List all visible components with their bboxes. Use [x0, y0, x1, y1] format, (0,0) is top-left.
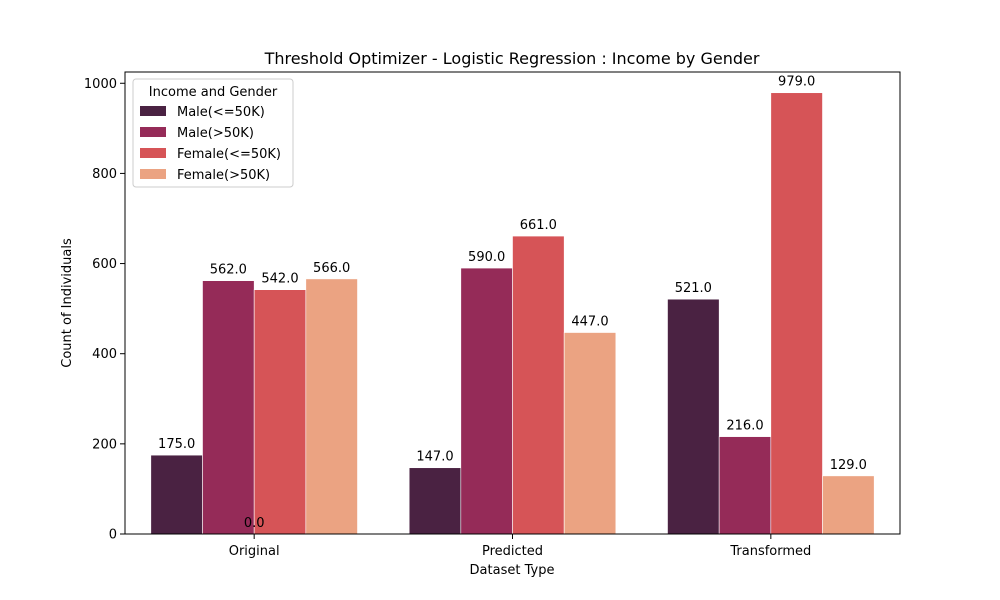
data-label: 661.0 — [520, 218, 557, 233]
data-labels-group: 175.0 562.0 542.0 566.0 147.0 590.0 661.0 447.0… — [158, 75, 867, 531]
legend-swatch — [140, 169, 166, 179]
bar — [460, 267, 513, 535]
y-tick-label: 800 — [92, 167, 117, 182]
y-tick-label: 1000 — [84, 77, 117, 92]
y-tick-label: 600 — [92, 257, 117, 272]
data-label: 521.0 — [675, 281, 712, 296]
x-axis-label: Dataset Type — [470, 563, 555, 578]
data-label: 566.0 — [313, 261, 350, 276]
legend-items: Male(<=50K) Male(>50K) Female(<=50K) Female… — [140, 105, 281, 183]
bars-group — [150, 92, 875, 535]
y-tick-label: 400 — [92, 347, 117, 362]
x-axis: Original Predicted Transformed — [229, 534, 811, 559]
x-tick-label: Transformed — [729, 544, 811, 559]
bar — [667, 298, 720, 535]
data-label: 129.0 — [830, 458, 867, 473]
annotation-label: 0.0 — [244, 516, 265, 531]
legend-entry: Male(>50K) — [177, 126, 254, 141]
legend-box — [132, 78, 294, 188]
bar — [563, 332, 617, 535]
data-label: 542.0 — [261, 272, 298, 287]
data-label: 590.0 — [468, 250, 505, 265]
bar — [822, 475, 875, 535]
legend-entry: Female(<=50K) — [177, 147, 281, 162]
data-label: 979.0 — [778, 75, 815, 90]
x-tick-label: Original — [229, 544, 280, 559]
data-label: 216.0 — [726, 419, 763, 434]
data-label: 447.0 — [571, 315, 608, 330]
data-label: 562.0 — [210, 263, 247, 278]
legend-swatch — [140, 148, 166, 158]
bar — [718, 436, 772, 535]
bar — [408, 467, 462, 535]
legend-entry: Female(>50K) — [177, 168, 270, 183]
y-tick-label: 0 — [109, 528, 117, 543]
bar — [770, 92, 823, 535]
bar — [202, 280, 255, 535]
y-axis: 0 200 400 600 800 1000 — [84, 77, 125, 543]
legend-swatch — [140, 106, 166, 116]
y-axis-label: Count of Individuals — [60, 238, 75, 368]
bar — [305, 278, 358, 535]
data-label: 147.0 — [416, 450, 453, 465]
legend: Income and Gender Male(<=50K) Male(>50K) F… — [132, 78, 294, 188]
data-label: 175.0 — [158, 437, 195, 452]
y-tick-label: 200 — [92, 437, 117, 452]
legend-entry: Male(<=50K) — [177, 105, 265, 120]
chart-title: Threshold Optimizer - Logistic Regressio… — [264, 49, 760, 68]
bar — [150, 454, 203, 535]
bar — [253, 289, 307, 535]
legend-swatch — [140, 127, 166, 137]
legend-title: Income and Gender — [149, 85, 278, 100]
x-tick-label: Predicted — [482, 544, 543, 559]
bar — [512, 235, 565, 535]
